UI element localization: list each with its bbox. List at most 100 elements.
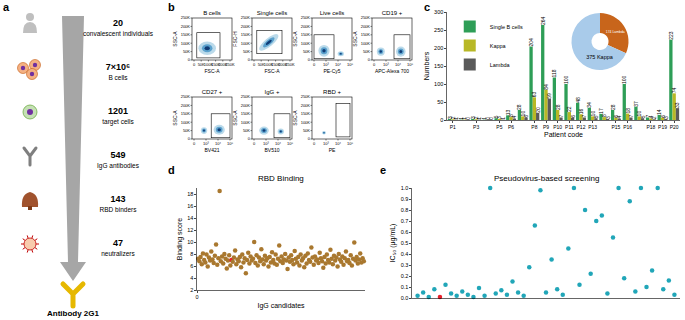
svg-text:10⁴: 10⁴ xyxy=(215,141,221,146)
svg-text:0: 0 xyxy=(485,117,491,120)
svg-text:P19: P19 xyxy=(658,124,667,130)
svg-text:SSC-A: SSC-A xyxy=(172,110,178,126)
svg-text:250K: 250K xyxy=(361,15,371,20)
svg-text:10⁴: 10⁴ xyxy=(275,141,281,146)
svg-text:10³: 10³ xyxy=(383,62,389,67)
svg-text:150K: 150K xyxy=(271,62,281,67)
svg-text:250K: 250K xyxy=(225,62,235,67)
svg-text:100K: 100K xyxy=(204,62,214,67)
svg-text:SSC-A: SSC-A xyxy=(172,31,178,47)
svg-text:7×10⁶: 7×10⁶ xyxy=(106,62,130,72)
svg-text:2: 2 xyxy=(473,116,479,119)
svg-text:204: 204 xyxy=(528,38,534,47)
svg-text:150K: 150K xyxy=(241,111,251,116)
svg-text:0: 0 xyxy=(253,62,256,67)
svg-text:FSC-A: FSC-A xyxy=(265,68,281,74)
svg-text:100: 100 xyxy=(434,81,443,87)
svg-text:RBD Binding: RBD Binding xyxy=(258,174,304,183)
svg-text:300: 300 xyxy=(434,9,443,15)
svg-text:549: 549 xyxy=(110,150,125,160)
svg-text:0.2: 0.2 xyxy=(401,273,409,279)
svg-text:100K: 100K xyxy=(361,41,371,46)
svg-text:150K: 150K xyxy=(301,111,311,116)
svg-text:100K: 100K xyxy=(301,120,311,125)
svg-text:14: 14 xyxy=(187,215,193,221)
svg-text:1: 1 xyxy=(458,117,464,120)
svg-text:47: 47 xyxy=(113,238,123,248)
svg-text:7: 7 xyxy=(628,114,634,117)
svg-text:10⁵: 10⁵ xyxy=(347,62,353,67)
svg-text:200K: 200K xyxy=(301,24,311,29)
svg-text:375 Kappa: 375 Kappa xyxy=(586,54,614,60)
svg-text:100: 100 xyxy=(563,75,569,84)
svg-text:0: 0 xyxy=(308,57,311,62)
svg-text:13: 13 xyxy=(505,110,511,116)
svg-text:Patient code: Patient code xyxy=(544,131,583,138)
svg-text:0.1: 0.1 xyxy=(401,284,409,290)
svg-text:0: 0 xyxy=(253,141,256,146)
svg-text:8: 8 xyxy=(190,251,193,257)
svg-text:0: 0 xyxy=(188,57,191,62)
svg-text:CD19 +: CD19 + xyxy=(382,10,403,16)
svg-text:0: 0 xyxy=(313,141,316,146)
svg-text:48: 48 xyxy=(575,97,581,103)
svg-text:37: 37 xyxy=(633,101,639,107)
svg-text:10⁴: 10⁴ xyxy=(395,62,401,67)
svg-text:0.8: 0.8 xyxy=(401,207,409,213)
svg-text:4: 4 xyxy=(511,116,517,119)
svg-text:100K: 100K xyxy=(181,120,191,125)
svg-text:3: 3 xyxy=(496,116,502,119)
svg-text:100K: 100K xyxy=(301,41,311,46)
svg-text:b: b xyxy=(168,1,175,13)
svg-text:Kappa: Kappa xyxy=(490,43,507,49)
svg-text:neutralizers: neutralizers xyxy=(101,250,135,257)
svg-text:P5: P5 xyxy=(496,124,502,130)
svg-text:0: 0 xyxy=(193,62,196,67)
svg-text:200K: 200K xyxy=(278,62,288,67)
svg-text:PE: PE xyxy=(329,147,336,153)
svg-text:4: 4 xyxy=(616,116,622,119)
svg-text:10⁴: 10⁴ xyxy=(335,62,341,67)
svg-text:0.7: 0.7 xyxy=(401,218,409,224)
svg-text:RBD binders: RBD binders xyxy=(100,206,138,213)
svg-text:BV421: BV421 xyxy=(204,147,219,153)
svg-text:150K: 150K xyxy=(301,32,311,37)
svg-text:0: 0 xyxy=(193,141,196,146)
svg-text:28: 28 xyxy=(555,104,561,110)
svg-text:20: 20 xyxy=(535,107,541,113)
svg-text:2: 2 xyxy=(450,116,456,119)
svg-text:3: 3 xyxy=(663,116,669,119)
svg-text:P9: P9 xyxy=(543,124,549,130)
svg-text:118: 118 xyxy=(551,69,557,77)
svg-text:150K: 150K xyxy=(241,32,251,37)
svg-text:20: 20 xyxy=(113,18,123,28)
svg-text:0: 0 xyxy=(248,136,251,141)
svg-text:P10: P10 xyxy=(553,124,562,130)
svg-text:59: 59 xyxy=(546,93,552,99)
svg-text:convalescent individuals: convalescent individuals xyxy=(83,30,154,37)
svg-text:34: 34 xyxy=(586,102,592,108)
svg-text:22: 22 xyxy=(566,106,572,112)
svg-text:174 Lambda: 174 Lambda xyxy=(606,30,625,34)
svg-text:P15: P15 xyxy=(611,124,620,130)
svg-text:7: 7 xyxy=(645,114,651,117)
svg-text:28: 28 xyxy=(516,104,522,110)
svg-text:0: 0 xyxy=(248,57,251,62)
svg-text:target cells: target cells xyxy=(102,118,134,126)
svg-text:14: 14 xyxy=(656,109,662,115)
svg-text:Single cells: Single cells xyxy=(257,10,287,16)
svg-text:0.5: 0.5 xyxy=(401,240,409,246)
svg-text:B cells: B cells xyxy=(203,10,221,16)
svg-text:P13: P13 xyxy=(588,124,597,130)
svg-text:200K: 200K xyxy=(361,24,371,29)
svg-text:3: 3 xyxy=(447,116,453,119)
svg-text:50K: 50K xyxy=(363,49,370,54)
svg-text:6: 6 xyxy=(613,115,619,118)
svg-text:c: c xyxy=(424,1,430,13)
svg-text:P11: P11 xyxy=(565,124,574,130)
svg-text:50: 50 xyxy=(437,99,443,105)
svg-text:P18: P18 xyxy=(646,124,655,130)
svg-text:0: 0 xyxy=(368,57,371,62)
svg-text:150K: 150K xyxy=(181,32,191,37)
svg-text:Single B cells: Single B cells xyxy=(490,24,523,30)
